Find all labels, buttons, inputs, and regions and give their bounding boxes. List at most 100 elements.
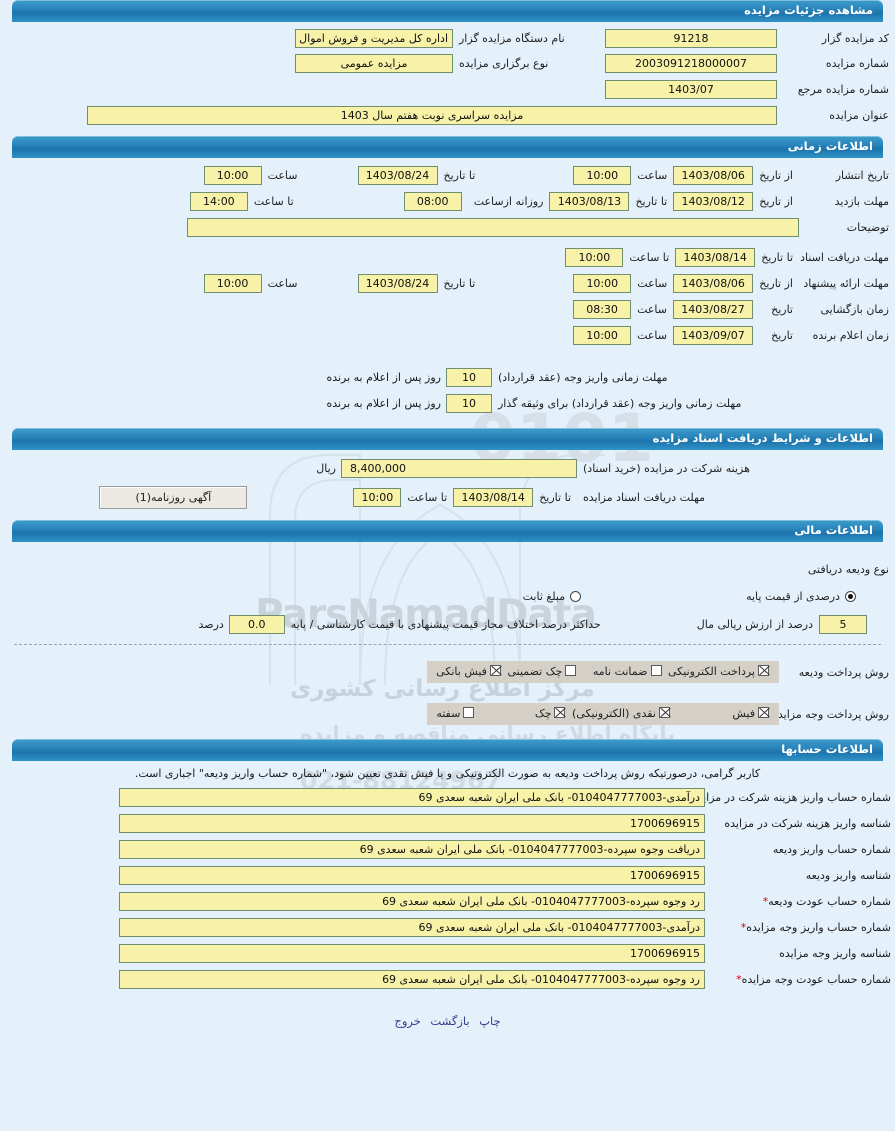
label-offer-from-hour: ساعت — [637, 276, 668, 290]
radio-percent-of-base[interactable] — [845, 590, 856, 602]
checkbox-cash-electronic[interactable] — [658, 707, 670, 718]
account-row-value[interactable]: 1700696915 — [119, 943, 705, 963]
label-payment-days-collateral: مهلت زمانی واریز وجه (عقد قرارداد) برای … — [498, 396, 742, 410]
checkbox-guarantee-letter[interactable] — [650, 665, 662, 676]
label-guarantee-letter: ضمانت نامه — [592, 665, 648, 678]
required-asterisk: * — [762, 894, 769, 908]
label-docs-deadline-to: تا تاریخ — [761, 250, 793, 264]
label-docs-receipt-deadline: مهلت دریافت اسناد مزایده — [583, 490, 706, 504]
field-ref-number[interactable]: 1403/07 — [605, 79, 777, 99]
account-row-label: شماره حساب عودت ودیعه* — [762, 894, 891, 908]
field-payment-days-collateral[interactable]: 10 — [446, 393, 492, 413]
field-opening-hour[interactable]: 08:30 — [573, 299, 632, 319]
label-auction-code: کد مزایده گزار — [821, 31, 889, 45]
print-link[interactable]: چاپ — [479, 1014, 501, 1028]
label-opening-time: زمان بازگشایی — [820, 302, 890, 316]
required-asterisk: * — [740, 920, 747, 934]
account-row-label: شناسه واریز وجه مزایده — [779, 946, 891, 960]
account-row: شناسه واریز ودیعه 1700696915 — [0, 862, 895, 888]
label-max-price-diff: حداکثر درصد اختلاف مجاز قیمت پیشنهادی با… — [290, 617, 601, 631]
label-fixed-amount: مبلغ ثابت — [522, 589, 566, 603]
field-visit-to-hour[interactable]: 14:00 — [189, 191, 248, 211]
account-row-value[interactable]: 1700696915 — [119, 813, 705, 833]
back-link[interactable]: بازگشت — [430, 1014, 470, 1028]
field-offer-from-date[interactable]: 1403/08/06 — [673, 273, 754, 293]
field-participation-cost[interactable]: 8,400,000 — [341, 458, 577, 478]
field-offer-to-hour[interactable]: 10:00 — [203, 273, 262, 293]
label-percent-of-base: درصدی از قیمت پایه — [746, 589, 840, 603]
checkbox-receipt[interactable] — [758, 707, 769, 718]
accounts-list: شماره حساب واریز هزینه شرکت در مزایده درآ… — [0, 784, 895, 992]
label-auction-type: نوع برگزاری مزایده — [459, 56, 549, 70]
field-offer-from-hour[interactable]: 10:00 — [573, 273, 632, 293]
account-row-value[interactable]: 1700696915 — [119, 865, 705, 885]
account-row-value[interactable]: دریافت وجوه سپرده-0104047777003- بانک مل… — [119, 839, 705, 859]
label-visit-period: مهلت بازدید — [834, 194, 889, 208]
label-winner-time: زمان اعلام برنده — [812, 328, 889, 342]
checkbox-certified-check[interactable] — [565, 665, 577, 676]
checkbox-bank-receipt[interactable] — [489, 665, 501, 676]
account-row-label: شناسه واریز هزینه شرکت در مزایده — [724, 816, 891, 830]
label-ref-number: شماره مزایده مرجع — [797, 82, 889, 96]
label-publish-to: تا تاریخ — [443, 169, 476, 182]
newspaper-ad-button[interactable]: آگهی روزنامه(1) — [99, 485, 248, 509]
label-opening-date: تاریخ — [771, 302, 793, 316]
label-publish-from-hour: ساعت — [637, 169, 668, 182]
checkbox-check[interactable] — [554, 707, 566, 718]
field-docs-receipt-date[interactable]: 1403/08/14 — [453, 487, 534, 507]
account-row-label: شماره حساب واریز وجه مزایده* — [740, 920, 891, 934]
field-auction-title[interactable]: مزایده سراسری نوبت هفتم سال 1403 — [87, 105, 777, 125]
label-participation-cost: هزینه شرکت در مزایده (خرید اسناد) — [583, 461, 750, 475]
field-deposit-percent[interactable]: 5 — [819, 614, 867, 634]
divider — [14, 644, 881, 645]
checkbox-electronic-payment[interactable] — [758, 665, 769, 676]
label-certified-check: چک تضمینی — [507, 665, 563, 678]
field-winner-date[interactable]: 1403/09/07 — [673, 325, 753, 345]
account-row-value[interactable]: درآمدی-0104047777003- بانک ملی ایران شعب… — [119, 787, 705, 807]
field-auction-code[interactable]: 91218 — [605, 28, 777, 48]
field-visit-from-hour[interactable]: 08:00 — [403, 191, 462, 211]
label-winner-hour: ساعت — [637, 328, 667, 342]
field-auction-type[interactable]: مزایده عمومی — [295, 53, 453, 73]
section-header-finance: اطلاعات مالی — [12, 520, 883, 542]
unit-percent: درصد — [198, 617, 224, 631]
field-visit-to-date[interactable]: 1403/08/13 — [549, 191, 630, 211]
field-publish-from-hour[interactable]: 10:00 — [573, 166, 632, 185]
account-row-label: شماره حساب عودت وجه مزایده* — [736, 972, 891, 986]
account-row-value[interactable]: درآمدی-0104047777003- بانک ملی ایران شعب… — [119, 917, 705, 937]
checkbox-promissory-note[interactable] — [463, 707, 475, 718]
label-electronic-payment: پرداخت الکترونیکی — [668, 665, 755, 678]
label-visit-to: تا تاریخ — [635, 194, 668, 208]
account-row: شماره حساب عودت وجه مزایده* رد وجوه سپرده… — [0, 966, 895, 992]
label-visit-from: از تاریخ — [759, 194, 793, 208]
account-row: شماره حساب واریز وجه مزایده* درآمدی-01040… — [0, 914, 895, 940]
label-receipt: فیش — [732, 707, 755, 720]
account-row-value[interactable]: رد وجوه سپرده-0104047777003- بانک ملی ای… — [119, 891, 705, 911]
field-organization[interactable]: اداره کل مدیریت و فروش اموال — [295, 28, 453, 48]
radio-fixed-amount[interactable] — [570, 590, 582, 602]
label-check: چک — [534, 707, 552, 720]
field-max-price-diff[interactable]: 0.0 — [228, 614, 285, 634]
exit-link[interactable]: خروج — [394, 1014, 421, 1028]
label-offer-to-hour: ساعت — [267, 276, 298, 290]
field-publish-from-date[interactable]: 1403/08/06 — [673, 166, 754, 185]
field-opening-date[interactable]: 1403/08/27 — [673, 299, 753, 319]
account-row: شماره حساب واریز ودیعه دریافت وجوه سپرده-… — [0, 836, 895, 862]
label-auction-payment-method: روش پرداخت وجه مزایده — [772, 707, 889, 721]
field-payment-days[interactable]: 10 — [446, 367, 492, 387]
field-auction-number[interactable]: 2003091218000007 — [605, 53, 777, 73]
account-row: شماره حساب واریز هزینه شرکت در مزایده درآ… — [0, 784, 895, 810]
field-descriptions[interactable] — [187, 217, 799, 237]
label-deposit-payment-method: روش پرداخت ودیعه — [798, 665, 889, 679]
field-winner-hour[interactable]: 10:00 — [573, 325, 632, 345]
field-docs-receipt-hour[interactable]: 10:00 — [353, 487, 402, 507]
field-docs-deadline-date[interactable]: 1403/08/14 — [675, 247, 756, 267]
field-offer-to-date[interactable]: 1403/08/24 — [357, 273, 438, 293]
field-publish-to-date[interactable]: 1403/08/24 — [357, 166, 438, 185]
label-offer-deadline: مهلت ارائه پیشنهاد — [803, 276, 889, 290]
field-docs-deadline-hour[interactable]: 10:00 — [565, 247, 624, 267]
account-row-value[interactable]: رد وجوه سپرده-0104047777003- بانک ملی ای… — [119, 969, 705, 989]
label-bank-receipt: فیش بانکی — [436, 665, 487, 678]
field-visit-from-date[interactable]: 1403/08/12 — [673, 191, 754, 211]
field-publish-to-hour[interactable]: 10:00 — [203, 166, 262, 185]
